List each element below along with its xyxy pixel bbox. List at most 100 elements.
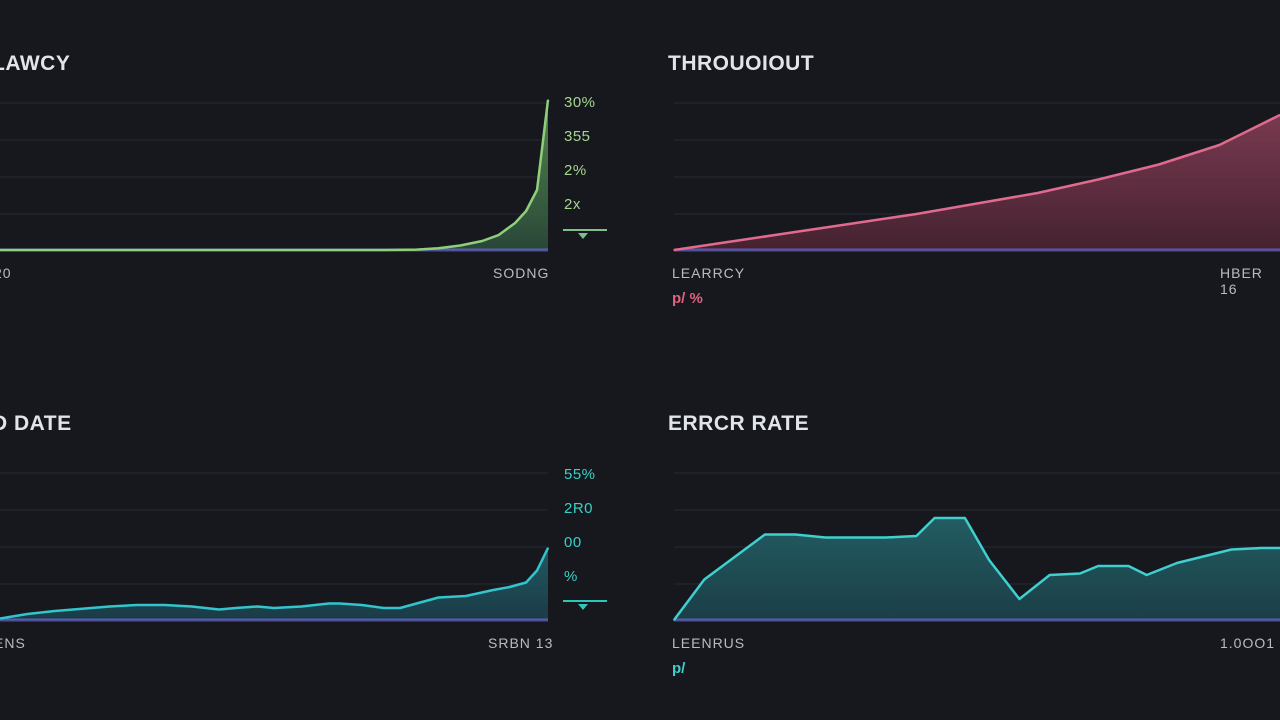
- rate-data-point: [163, 604, 166, 606]
- error-x-start: LEENRUS: [672, 635, 746, 651]
- error-data-point: [733, 556, 736, 558]
- rate-data-point: [273, 607, 275, 609]
- rate-data-point: [547, 547, 549, 549]
- latency-data-point: [547, 99, 549, 101]
- error-data-point: [1127, 565, 1130, 567]
- latency-data-point: [459, 244, 462, 247]
- latency-marker-arrow: [578, 233, 588, 239]
- latency-marker: [563, 229, 607, 231]
- rate-data-point: [508, 586, 511, 588]
- latency-y-labels: 30% 355 2% 2x: [564, 94, 624, 230]
- latency-data-point: [481, 240, 484, 242]
- rate-data-point: [382, 607, 385, 609]
- throughput-x-start: LEARRCY: [672, 265, 746, 281]
- rate-data-point: [300, 605, 303, 608]
- latency-data-point: [437, 247, 440, 249]
- latency-y-label: 30%: [564, 94, 596, 111]
- error-data-point: [1048, 574, 1051, 576]
- rate-data-point: [338, 602, 341, 605]
- throughput-data-point: [1218, 144, 1221, 146]
- latency-data-point: [273, 249, 275, 251]
- rate-data-point: [399, 607, 401, 609]
- latency-data-point: [415, 248, 418, 251]
- rate-y-label: %: [564, 568, 578, 585]
- throughput-sub-label: p/ %: [672, 290, 703, 307]
- throughput-title: THROUOIOUT: [668, 52, 815, 75]
- error-data-point: [1230, 548, 1233, 551]
- rate-data-point: [328, 602, 330, 605]
- error-data-point: [824, 536, 827, 539]
- rate-data-point: [0, 617, 1, 620]
- throughput-data-point: [794, 231, 796, 233]
- error-chart: [672, 472, 1280, 622]
- rate-data-point: [136, 604, 138, 606]
- rate-grid: [0, 472, 548, 585]
- latency-area: [0, 100, 548, 250]
- throughput-area: [674, 115, 1280, 250]
- latency-y-label: 2x: [564, 196, 581, 213]
- latency-grid: [0, 102, 548, 215]
- latency-chart: [0, 99, 550, 252]
- rate-y-label: 00: [564, 534, 582, 551]
- latency-y-label: 355: [564, 128, 591, 145]
- latency-data-point: [536, 189, 538, 191]
- throughput-chart: [673, 102, 1280, 252]
- error-x-end: 1.0OO1: [1220, 635, 1276, 651]
- error-data-point: [933, 517, 936, 519]
- latency-x-end: SODNG: [493, 265, 550, 281]
- latency-data-point: [382, 249, 385, 251]
- error-data-point: [703, 578, 706, 581]
- error-data-point: [855, 536, 857, 539]
- rate-data-point: [81, 607, 83, 610]
- rate-data-point: [421, 601, 423, 603]
- latency-title: LAWCY: [0, 52, 71, 75]
- latency-data-point: [218, 249, 220, 251]
- latency-series-line: [0, 99, 550, 252]
- rate-chart: [0, 472, 550, 622]
- rate-panel: D DATE ENS SRBN 13 55% 2R0 00 %: [0, 360, 640, 720]
- rate-data-point: [108, 605, 111, 608]
- rate-series-line: [0, 547, 550, 620]
- throughput-data-point: [673, 249, 675, 251]
- rate-data-point: [26, 613, 29, 615]
- latency-data-point: [497, 234, 500, 236]
- error-data-point: [1145, 574, 1148, 576]
- rate-data-point: [525, 581, 527, 584]
- latency-data-point: [54, 249, 56, 251]
- error-title: ERRCR RATE: [668, 412, 810, 435]
- rate-area: [0, 548, 548, 620]
- latency-y-label: 2%: [564, 162, 587, 179]
- latency-x-start: 20: [0, 265, 12, 281]
- rate-data-point: [536, 569, 538, 572]
- error-data-point: [794, 533, 796, 536]
- rate-title: D DATE: [0, 412, 72, 435]
- error-data-point: [885, 536, 887, 539]
- throughput-data-point: [915, 213, 918, 215]
- throughput-data-point: [733, 240, 736, 242]
- rate-marker-arrow: [578, 604, 588, 610]
- rate-data-point: [54, 610, 56, 612]
- error-data-point: [1097, 565, 1099, 567]
- error-sub-label: p/: [672, 660, 686, 677]
- error-data-point: [1176, 562, 1178, 564]
- rate-marker: [563, 600, 607, 602]
- throughput-x-end: HBER 16: [1220, 265, 1263, 297]
- throughput-data-point: [1097, 178, 1099, 181]
- rate-x-end: SRBN 13: [488, 635, 554, 651]
- throughput-data-point: [1036, 192, 1039, 194]
- throughput-data-point: [1158, 163, 1160, 166]
- error-data-point: [915, 535, 918, 537]
- rate-x-start: ENS: [0, 635, 26, 651]
- latency-panel: LAWCY 20 SODNG 30% 355 2% 2x: [0, 0, 640, 360]
- rate-data-point: [218, 608, 220, 611]
- error-data-point: [1200, 556, 1203, 558]
- latency-data-point: [163, 249, 166, 251]
- error-data-point: [964, 517, 966, 519]
- error-data-point: [1261, 547, 1263, 549]
- error-data-point: [673, 619, 675, 621]
- latency-data-point: [525, 210, 527, 212]
- throughput-data-point: [855, 222, 857, 224]
- rate-data-point: [465, 595, 467, 597]
- rate-data-point: [234, 607, 237, 609]
- rate-data-point: [191, 605, 193, 608]
